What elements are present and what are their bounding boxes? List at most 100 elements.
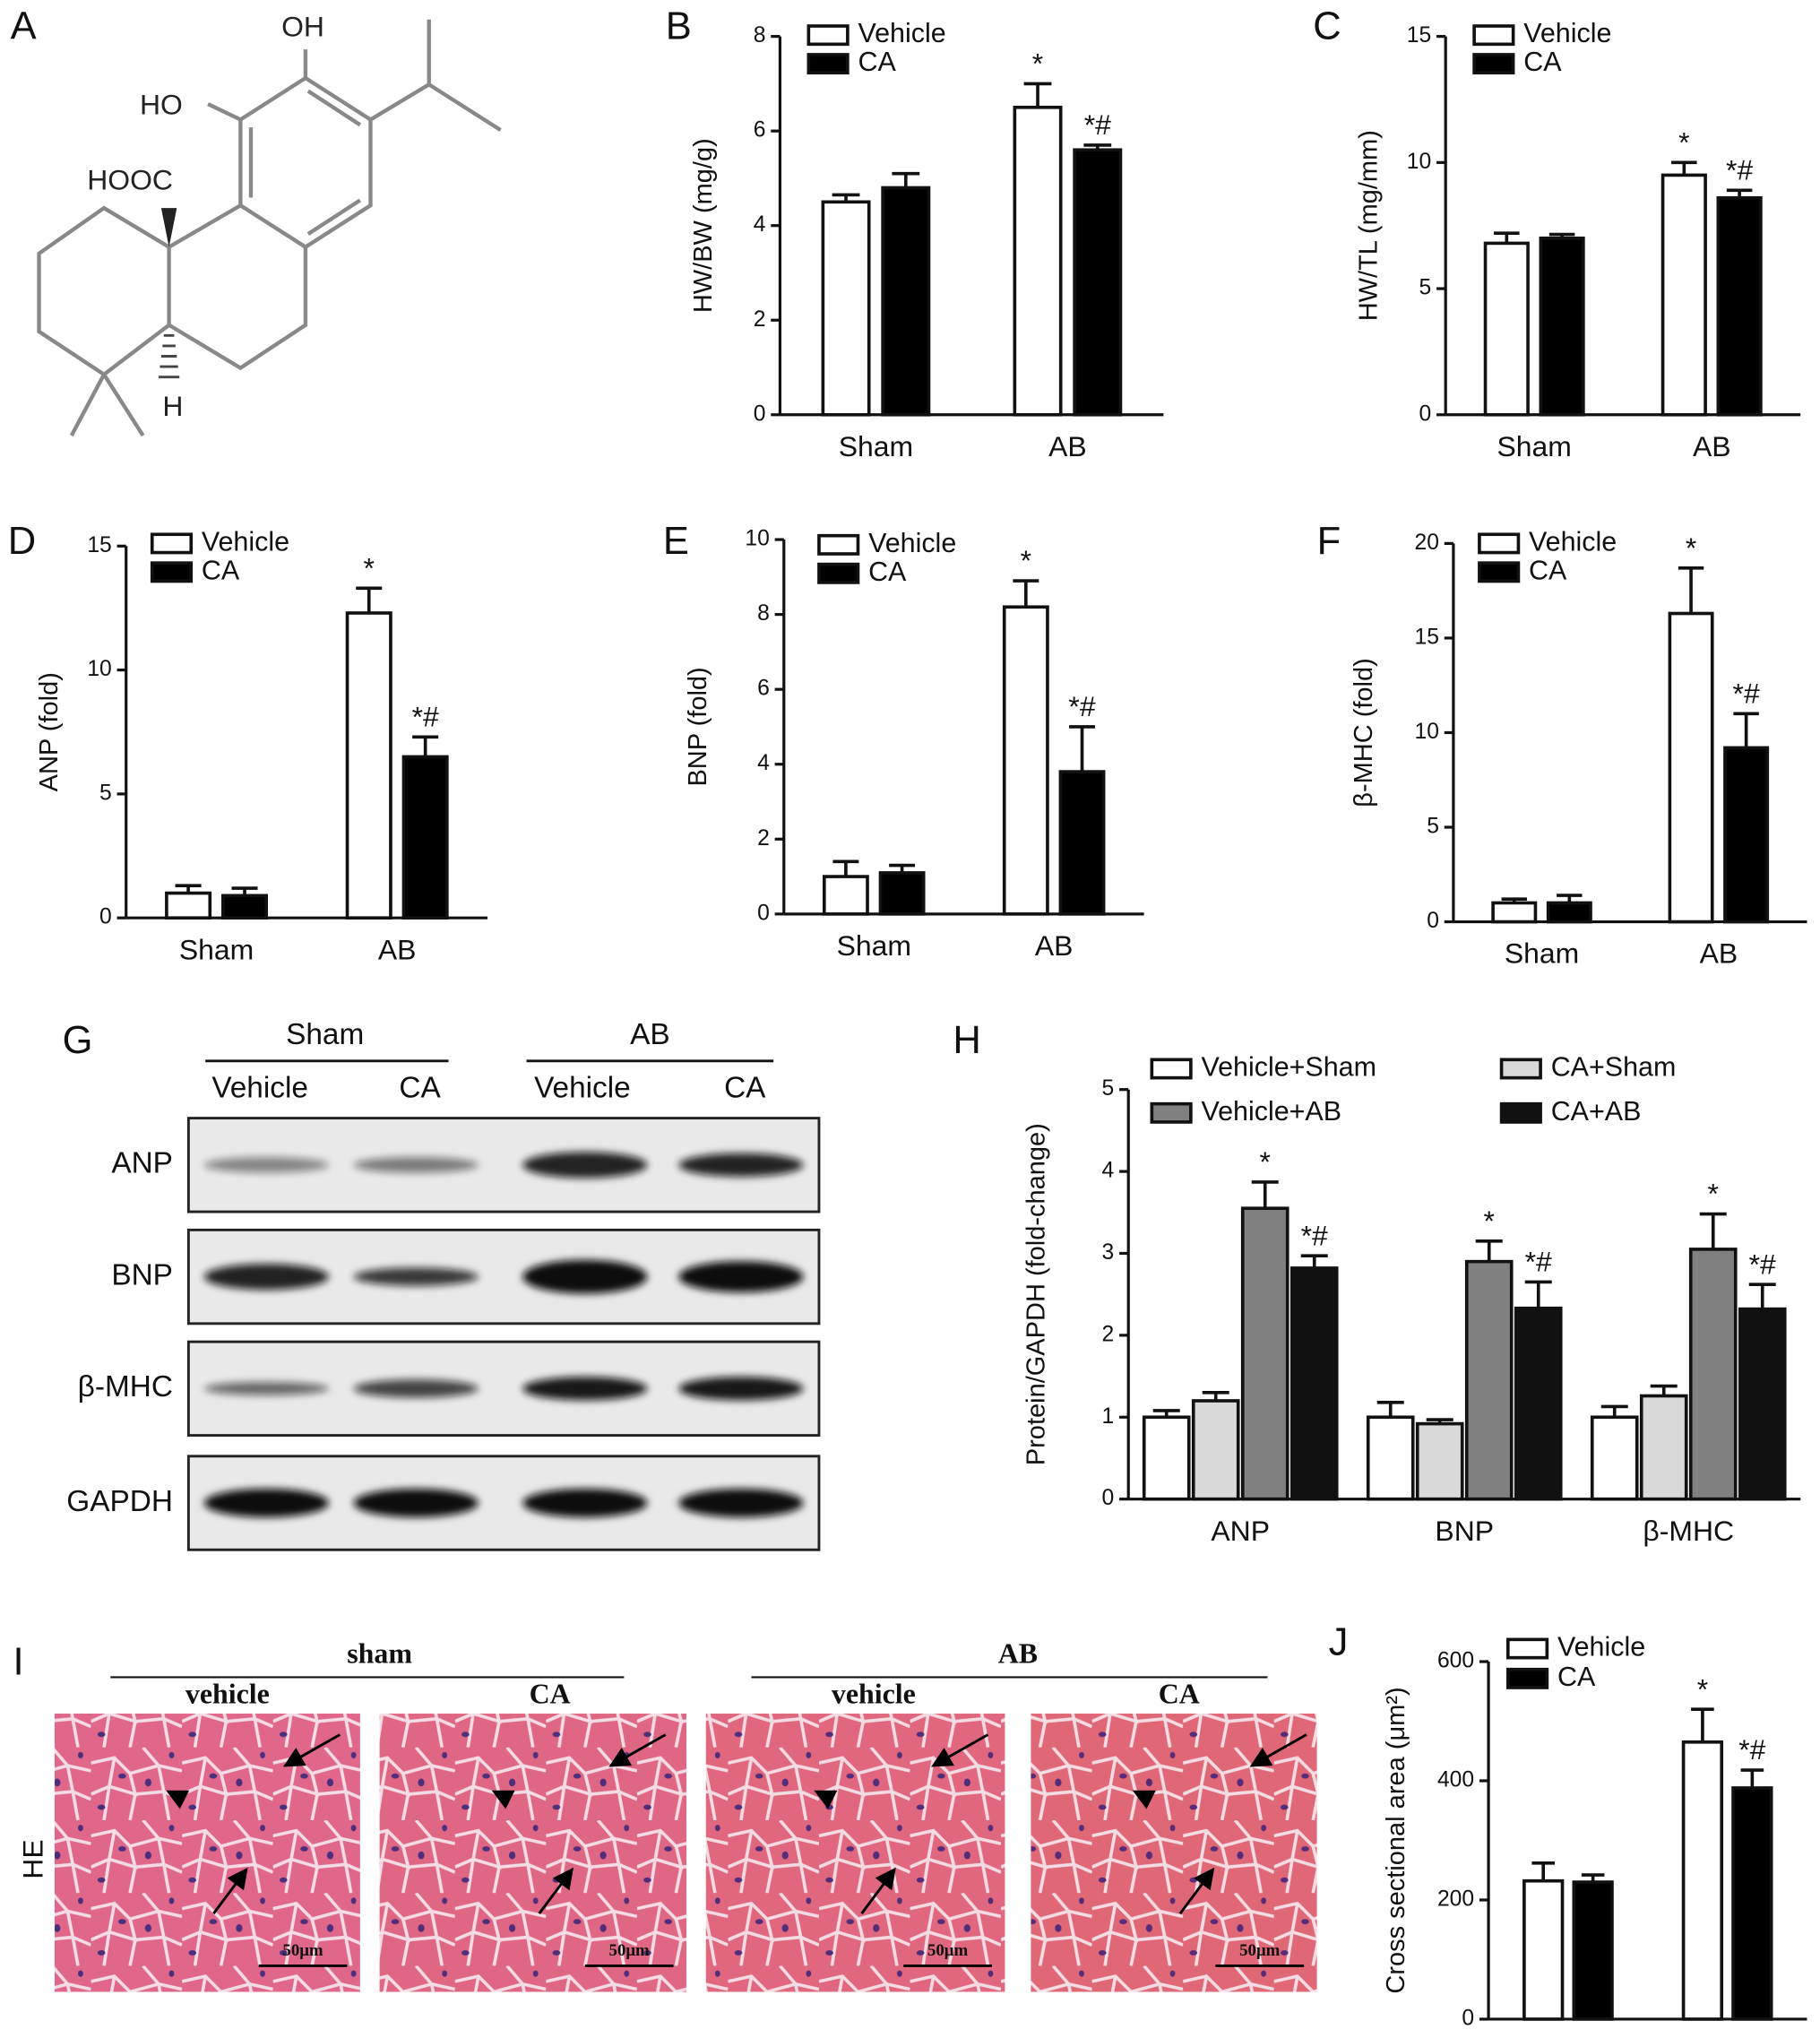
panel-label: A [11,4,37,47]
scale-label: 50μm [282,1941,323,1960]
legend-label: Vehicle [1523,18,1611,48]
arrow [1178,1867,1215,1915]
atom-label: HO [140,88,183,120]
bar [1464,1259,1514,1501]
bar [1522,1878,1565,2021]
y-tick-label: 600 [1437,1649,1474,1673]
bar [821,200,871,417]
significance-label: *# [1525,1246,1552,1278]
significance-label: * [1260,1145,1271,1178]
significance-label: *# [1084,108,1111,141]
bar [1366,1415,1415,1501]
atom-label: OH [281,10,324,42]
bar [1723,746,1770,924]
error-bar [1376,1401,1404,1418]
group-label: Sham [286,1018,364,1051]
bar [165,891,212,920]
error-bar [1013,579,1039,608]
arrow [608,1733,667,1767]
significance-label: * [1021,544,1031,576]
legend-label: Vehicle [202,526,289,557]
error-bar [1678,566,1704,614]
bar [1639,1394,1688,1501]
x-tick-label: AB [1700,937,1738,970]
x-tick-label: BNP [1435,1515,1494,1547]
y-tick-label: 1 [1102,1404,1115,1429]
y-tick-label: 4 [754,212,766,237]
error-bar [1671,160,1697,176]
panel-label: B [666,4,692,47]
row-label: β-MHC [78,1370,173,1403]
y-tick-label: 15 [1415,625,1439,649]
x-tick-label: ANP [1211,1515,1270,1547]
y-tick-label: 5 [1102,1076,1115,1101]
y-tick-label: 5 [1427,815,1439,839]
panel-label: E [663,520,689,563]
arrow [491,1790,515,1809]
legend-swatch [1150,1101,1193,1124]
lane-label: CA [399,1072,441,1105]
error-bar [1650,1384,1678,1396]
panel-label: H [953,1019,980,1062]
y-tick-label: 200 [1437,1887,1474,1911]
legend-swatch [1472,24,1515,47]
blot-band [203,1157,330,1173]
legend-label: CA [1557,1662,1596,1692]
column-label: vehicle [185,1679,270,1710]
legend-label: CA [868,557,907,587]
y-tick-label: 4 [757,751,770,775]
blot-band [353,1489,479,1517]
significance-label: *# [1301,1219,1328,1251]
significance-label: * [364,551,375,583]
chart: J 0 200 400 600 Cross sectional area (μm²) Sha… [1329,1621,1807,2038]
blot-band [678,1489,804,1517]
column-label: vehicle [832,1679,916,1710]
blot-band [678,1153,804,1177]
legend-swatch [1478,532,1521,555]
legend-swatch [1506,1667,1549,1689]
y-tick-label: 8 [754,23,766,47]
error-bar [1069,725,1095,773]
error-bar [1023,82,1052,108]
group-label: AB [998,1638,1038,1670]
y-tick-label: 0 [1419,402,1432,426]
row-label: HE [17,1839,49,1878]
y-tick-label: 0 [1427,909,1439,933]
legend-swatch [806,53,850,75]
bar [881,186,931,417]
legend-swatch [1472,53,1515,75]
y-tick-label: 0 [1102,1486,1115,1510]
column-label: CA [530,1679,571,1710]
bar [1514,1306,1563,1501]
legend-swatch [817,562,860,584]
y-tick-label: 0 [754,402,766,426]
chart: H 0 1 2 3 4 5 Protein/GAPDH (fold-change) ANP BNP… [953,1019,1801,1547]
legend-label: CA+Sham [1551,1052,1677,1083]
micrograph [379,1714,686,1992]
x-tick-label: Sham [839,430,913,462]
legend-swatch [1150,1058,1193,1080]
chart: D 0 5 10 15 ANP (fold) Sham AB * Vehicle *# CA [8,520,488,965]
legend-label: CA+AB [1551,1096,1642,1127]
bar [878,871,926,916]
row-label: GAPDH [66,1485,173,1518]
arrow [814,1790,838,1809]
legend-label: Vehicle+Sham [1201,1052,1376,1083]
x-tick-label: AB [378,933,417,965]
error-bar [1494,231,1520,244]
y-tick-label: 0 [1462,2006,1474,2030]
bar [1716,195,1763,417]
blot-band [522,1377,648,1401]
group-label: sham [347,1638,412,1670]
y-tick-label: 5 [1419,276,1432,300]
bar [1415,1421,1464,1501]
bar [345,611,392,920]
y-tick-label: 8 [757,601,770,626]
y-tick-label: 5 [99,781,112,805]
bar [1572,1880,1614,2021]
significance-label: * [1032,47,1043,80]
bar [1058,770,1106,916]
blot-band [203,1489,330,1517]
x-tick-label: Sham [1531,2034,1605,2038]
bar [1191,1399,1240,1501]
